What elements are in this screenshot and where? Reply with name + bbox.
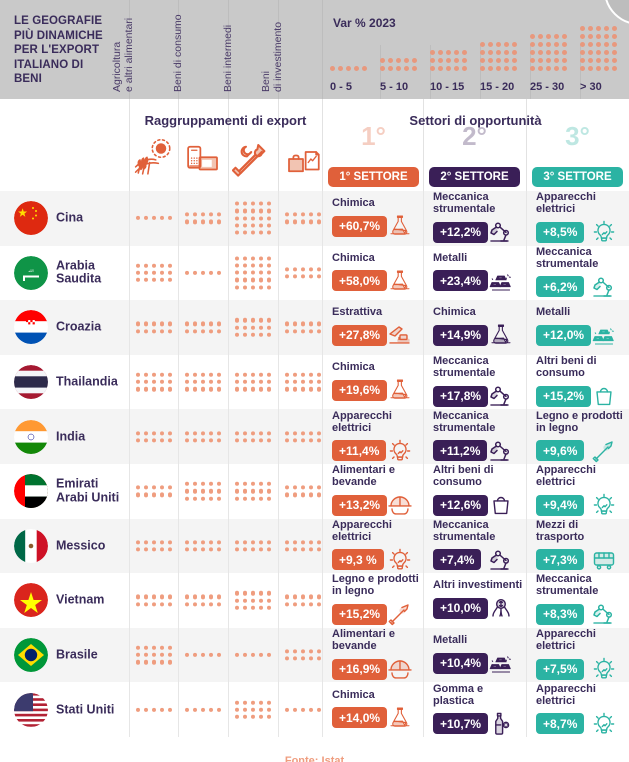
svg-text:الله: الله — [28, 268, 33, 273]
